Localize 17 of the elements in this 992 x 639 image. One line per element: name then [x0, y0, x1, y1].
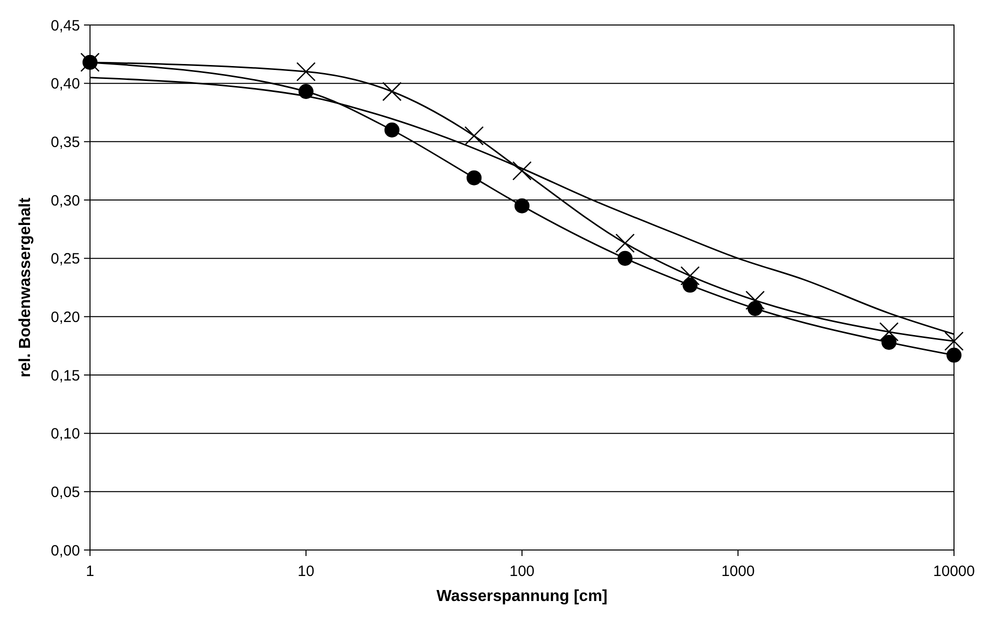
y-tick-label: 0,25	[50, 250, 80, 268]
x-tick-label: 10000	[933, 563, 975, 580]
y-tick-label: 0,15	[50, 367, 80, 384]
y-tick-label: 0,45	[50, 17, 80, 34]
x-tick-label: 100	[509, 563, 535, 580]
x-tick-label: 1	[86, 563, 94, 580]
x-tick-label: 1000	[721, 563, 755, 580]
y-tick-label: 0,30	[50, 192, 80, 210]
x-tick-label: 10	[298, 563, 314, 580]
y-axis-title: rel. Bodenwassergehalt	[17, 197, 34, 378]
y-tick-label: 0,00	[50, 542, 80, 560]
y-tick-label: 0,10	[50, 426, 80, 443]
y-tick-label: 0,40	[50, 76, 80, 93]
y-tick-label: 0,20	[50, 308, 80, 326]
y-tick-label: 0,05	[50, 484, 80, 501]
y-tick-label: 0,35	[50, 134, 80, 151]
x-axis-title: Wasserspannung [cm]	[436, 588, 608, 605]
